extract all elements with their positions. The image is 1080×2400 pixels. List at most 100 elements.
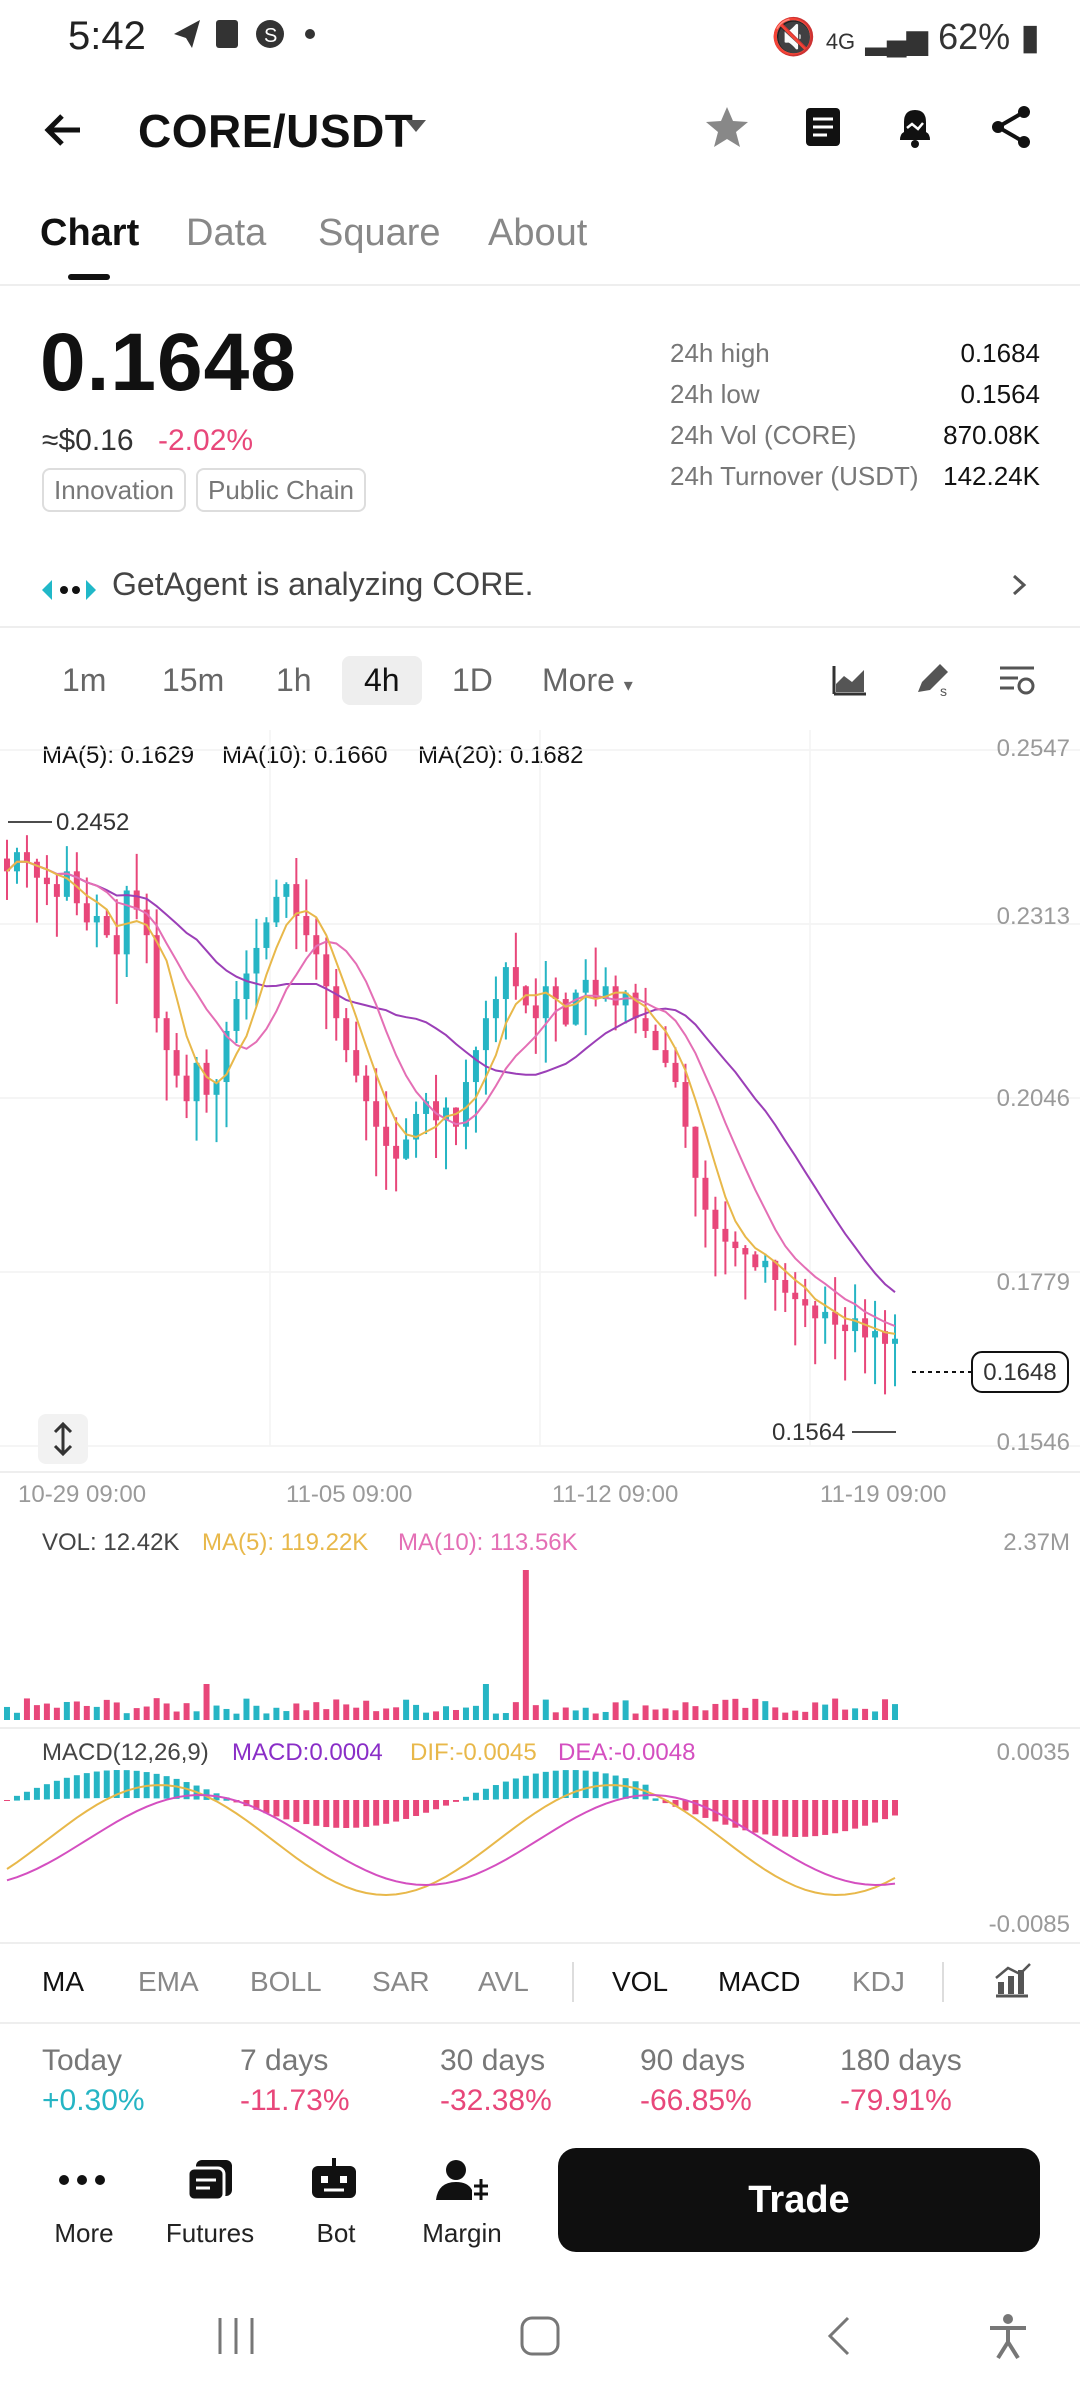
arrow-left-icon [44, 114, 80, 146]
indicator-avl[interactable]: AVL [478, 1966, 529, 1997]
bot-button[interactable] [308, 2156, 360, 2209]
volume-bar [423, 1712, 430, 1720]
volume-bar [852, 1708, 859, 1720]
macd-bar [452, 1800, 459, 1802]
volume-bar [812, 1702, 819, 1720]
volume-bar [462, 1707, 469, 1720]
chart-settings-button[interactable] [998, 664, 1038, 701]
ma5-line [6, 860, 896, 1335]
margin-button[interactable] [434, 2156, 490, 2209]
macd-bar [562, 1770, 569, 1799]
indicator-divider [572, 1962, 574, 2002]
accessibility-button[interactable] [986, 2312, 1030, 2365]
status-right: 🔇 4G ▂▄▆ 62% ▮ [771, 16, 1040, 58]
volume-bar [153, 1698, 160, 1720]
macd-bar [682, 1800, 689, 1811]
interval-4h[interactable]: 4h [342, 656, 422, 705]
tag-innovation[interactable]: Innovation [42, 468, 186, 512]
bot-label[interactable]: Bot [316, 2218, 356, 2248]
tab-chart[interactable]: Chart [40, 212, 140, 254]
indicator-kdj[interactable]: KDJ [852, 1966, 905, 1997]
candle [852, 1318, 859, 1332]
futures-button[interactable] [182, 2156, 238, 2209]
indicator-vol[interactable]: VOL [612, 1966, 669, 1997]
notes-button[interactable] [802, 104, 844, 155]
agent-icon [38, 572, 100, 613]
high-marker: 0.2452 [8, 809, 129, 836]
share-button[interactable] [988, 104, 1034, 155]
x-tick-label: 10-29 09:00 [18, 1481, 146, 1508]
recent-apps-button[interactable] [212, 2314, 260, 2363]
interval-15m[interactable]: 15m [162, 662, 225, 698]
indicator-ema[interactable]: EMA [138, 1966, 199, 1997]
home-button[interactable] [516, 2314, 564, 2363]
macd-bar [103, 1770, 110, 1799]
volume-chart: VOL: 12.42K MA(5): 119.22K MA(10): 113.5… [0, 1529, 1080, 1729]
volume-bar [113, 1702, 120, 1720]
volume-bar [23, 1698, 30, 1720]
volume-bar [782, 1712, 789, 1720]
candle [702, 1177, 709, 1210]
perf-value: -32.38% [440, 2084, 552, 2117]
favorite-button[interactable] [704, 104, 750, 155]
tab-square[interactable]: Square [318, 212, 441, 254]
volume-bar [592, 1713, 599, 1720]
indicator-sar[interactable]: SAR [372, 1966, 430, 1997]
candle [243, 973, 250, 1000]
candle [63, 871, 70, 897]
indicator-boll[interactable]: BOLL [250, 1966, 322, 1997]
candle [722, 1228, 729, 1242]
indicator-settings-button[interactable] [992, 1960, 1032, 2005]
volume-bar [832, 1698, 839, 1720]
margin-label[interactable]: Margin [422, 2218, 502, 2248]
indicator-macd[interactable]: MACD [718, 1966, 801, 1997]
more-button[interactable] [52, 2160, 112, 2205]
interval-1d[interactable]: 1D [452, 662, 493, 698]
macd-max-label: 0.0035 [997, 1739, 1070, 1766]
candlestick-chart[interactable]: 0.2547 0.2313 0.2046 0.1779 0.1546 0.245… [0, 730, 1080, 1520]
macd-bar [423, 1800, 430, 1813]
pair-title[interactable]: CORE/USDT [138, 105, 414, 157]
document-icon [806, 108, 840, 146]
candle [33, 861, 40, 878]
macd-bar [462, 1796, 469, 1801]
tab-data[interactable]: Data [186, 212, 267, 254]
interval-1m[interactable]: 1m [62, 662, 107, 698]
macd-bar [313, 1800, 320, 1826]
trade-button[interactable]: Trade [558, 2148, 1040, 2252]
agent-banner[interactable] [0, 556, 1080, 628]
volume-bar [223, 1708, 230, 1720]
drawing-tools-button[interactable]: s [914, 662, 954, 703]
macd-bar [273, 1800, 280, 1817]
candle [403, 1139, 410, 1159]
interval-1h[interactable]: 1h [276, 662, 312, 698]
y-axis-labels: 0.2547 0.2313 0.2046 0.1779 0.1546 [997, 735, 1070, 1456]
stat-value: 870.08K [943, 420, 1040, 450]
perf-label: 30 days [440, 2044, 546, 2077]
macd-bar [672, 1800, 679, 1807]
chevron-right-icon[interactable] [1010, 570, 1030, 605]
x-tick-label: 11-05 09:00 [286, 1481, 412, 1508]
chart-type-button[interactable] [832, 664, 868, 701]
volume-bar [183, 1703, 190, 1720]
candle [542, 986, 549, 1019]
back-nav-button[interactable] [820, 2314, 860, 2363]
more-label[interactable]: More [54, 2218, 114, 2248]
macd-bar [872, 1800, 879, 1823]
indicator-ma[interactable]: MA [42, 1966, 84, 1997]
volume-bar [762, 1701, 769, 1720]
futures-label[interactable]: Futures [165, 2218, 255, 2248]
tag-public-chain[interactable]: Public Chain [196, 468, 366, 512]
macd-chart: MACD(12,26,9) MACD:0.0004 DIF:-0.0045 DE… [3, 1739, 1070, 1938]
resize-handle[interactable] [38, 1414, 88, 1464]
candle [672, 1062, 679, 1083]
candle [612, 986, 619, 1006]
accessibility-icon [990, 2314, 1026, 2360]
tab-about[interactable]: About [488, 212, 588, 254]
pair-dropdown-icon[interactable] [404, 114, 430, 145]
alert-button[interactable] [892, 104, 938, 155]
volume-bar [63, 1701, 70, 1720]
interval-more[interactable]: More ▾ [542, 662, 633, 699]
app-header [0, 90, 1080, 180]
back-button[interactable] [40, 106, 88, 159]
